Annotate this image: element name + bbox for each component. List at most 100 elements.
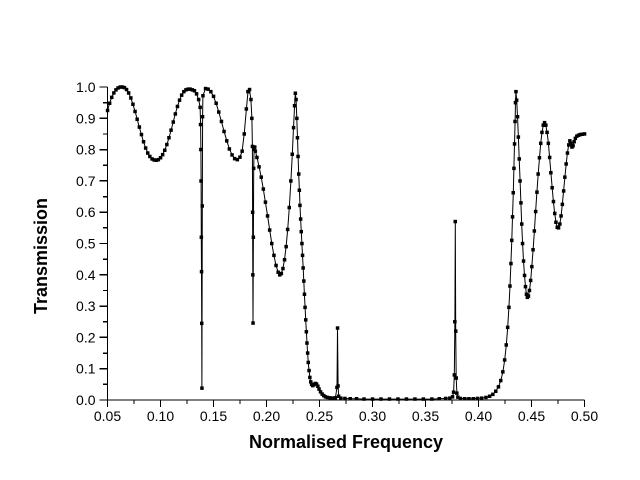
data-point-marker (549, 171, 553, 175)
data-point-marker (242, 132, 246, 136)
data-point-marker (559, 214, 563, 218)
data-point-marker (167, 136, 171, 140)
data-point-marker (250, 144, 255, 149)
data-point-marker (563, 175, 567, 179)
data-point-marker (238, 155, 242, 159)
data-point-marker (536, 172, 540, 176)
data-point-marker (528, 278, 533, 283)
y-tick-label: 0.5 (76, 236, 96, 252)
data-point-marker (511, 191, 515, 195)
data-point-marker (532, 229, 537, 233)
data-point-marker (299, 229, 303, 234)
data-point-marker (496, 385, 501, 389)
y-tick-label: 0.6 (76, 204, 96, 220)
data-point-marker (302, 279, 306, 283)
x-tick-label: 0.10 (147, 408, 174, 424)
data-point-marker (235, 157, 240, 162)
data-point-marker (274, 263, 278, 268)
x-tick-label: 0.30 (359, 408, 386, 424)
data-point-marker (328, 396, 332, 400)
data-point-marker (165, 142, 169, 147)
data-point-marker (261, 187, 266, 191)
data-point-marker (122, 85, 127, 90)
data-point-marker (512, 142, 517, 146)
data-point-marker (520, 222, 524, 226)
data-point-marker (560, 202, 565, 207)
data-point-marker (567, 143, 571, 147)
tick-labels: 0.05 0.10 0.15 0.20 0.25 0.30 0.35 0.40 0.45 0.50… (76, 79, 598, 424)
data-point-marker (547, 155, 552, 160)
data-point-marker (124, 87, 129, 92)
data-point-marker (510, 238, 514, 243)
data-point-marker (219, 119, 224, 124)
data-point-marker (171, 120, 175, 124)
data-point-marker (565, 151, 570, 155)
data-point-marker (553, 211, 557, 216)
data-point-marker (139, 132, 144, 137)
data-point-marker (143, 146, 148, 150)
data-point-marker (533, 209, 538, 214)
data-point-marker (281, 266, 285, 271)
data-point-marker (454, 376, 458, 380)
data-point-marker (114, 88, 118, 92)
data-point-marker (499, 378, 503, 383)
data-point-marker (317, 387, 321, 391)
data-point-marker (513, 100, 518, 105)
data-point-marker (578, 132, 582, 137)
data-point-marker (200, 115, 205, 119)
data-point-marker (453, 320, 457, 324)
data-point-marker (505, 325, 510, 330)
data-point-marker (516, 135, 521, 139)
x-axis-label: Normalised Frequency (249, 432, 443, 452)
data-point-marker (304, 330, 309, 334)
data-point-marker (209, 89, 213, 94)
data-point-marker (196, 97, 201, 102)
data-point-marker (188, 87, 192, 91)
data-point-marker (200, 321, 204, 326)
data-point-marker (519, 201, 523, 205)
data-point-marker (279, 271, 284, 276)
data-point-marker (451, 390, 456, 394)
data-point-marker (437, 397, 441, 401)
data-point-marker (524, 292, 529, 296)
data-point-marker (257, 165, 261, 169)
data-point-marker (249, 97, 253, 102)
data-point-marker (448, 396, 452, 400)
data-point-marker (199, 179, 203, 183)
data-point-marker (517, 157, 521, 161)
data-point-marker (515, 115, 520, 119)
data-point-marker (135, 117, 139, 121)
data-point-marker (232, 156, 237, 161)
x-tick-label: 0.35 (412, 408, 439, 424)
data-point-marker (169, 128, 173, 132)
data-point-marker (471, 397, 475, 401)
y-tick-label: 0.2 (76, 329, 96, 345)
data-point-marker (580, 132, 584, 136)
data-point-marker (305, 341, 309, 345)
x-tick-label: 0.40 (465, 408, 492, 424)
data-point-marker (569, 141, 573, 146)
data-point-marker (225, 139, 229, 143)
data-point-marker (217, 110, 221, 114)
data-point-marker (454, 329, 458, 333)
data-point-marker (272, 253, 276, 258)
data-point-marker (182, 89, 186, 94)
data-point-marker (568, 139, 572, 143)
data-point-marker (514, 89, 518, 94)
data-point-marker (304, 318, 308, 322)
data-point-marker (177, 98, 182, 102)
data-point-marker (301, 266, 305, 270)
data-point-marker (523, 284, 528, 289)
data-point-marker (456, 395, 460, 399)
data-point-marker (582, 132, 587, 136)
data-point-marker (253, 149, 258, 153)
data-point-marker (137, 125, 142, 129)
data-point-marker (348, 397, 352, 401)
y-tick-label: 0.9 (76, 110, 96, 126)
data-point-marker (192, 89, 197, 93)
data-point-marker (556, 226, 561, 230)
data-point-marker (152, 158, 156, 162)
data-point-marker (323, 395, 328, 399)
data-point-marker (545, 130, 549, 135)
